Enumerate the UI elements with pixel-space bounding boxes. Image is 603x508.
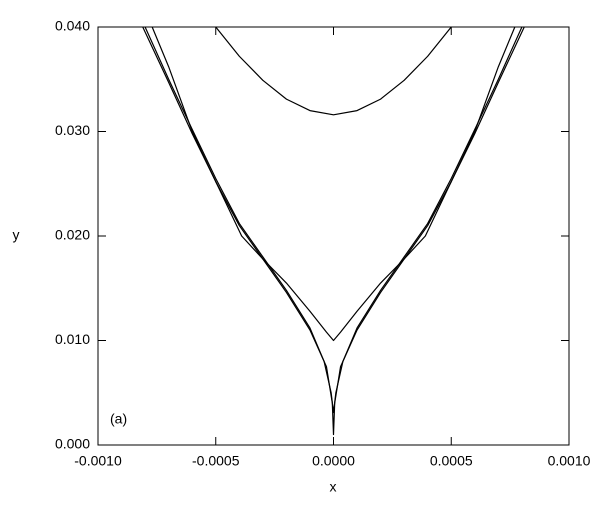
curve: [215, 26, 452, 116]
x-tick-label: -0.0005: [192, 453, 240, 469]
curve: [142, 26, 525, 436]
x-tick-label: -0.0010: [74, 453, 122, 469]
y-axis-label: y: [13, 227, 20, 243]
y-tick-label: 0.020: [55, 227, 90, 243]
x-axis-label: x: [330, 479, 337, 495]
annotation: (a): [110, 411, 127, 427]
curve: [151, 26, 516, 342]
x-tick-label: 0.0000: [312, 453, 355, 469]
curve: [144, 26, 523, 414]
y-tick-label: 0.040: [55, 18, 90, 34]
y-tick-label: 0.000: [55, 436, 90, 452]
y-tick-label: 0.010: [55, 331, 90, 347]
x-tick-label: 0.0010: [548, 453, 591, 469]
y-tick-label: 0.030: [55, 122, 90, 138]
x-tick-label: 0.0005: [430, 453, 473, 469]
plot-frame: [97, 26, 570, 446]
